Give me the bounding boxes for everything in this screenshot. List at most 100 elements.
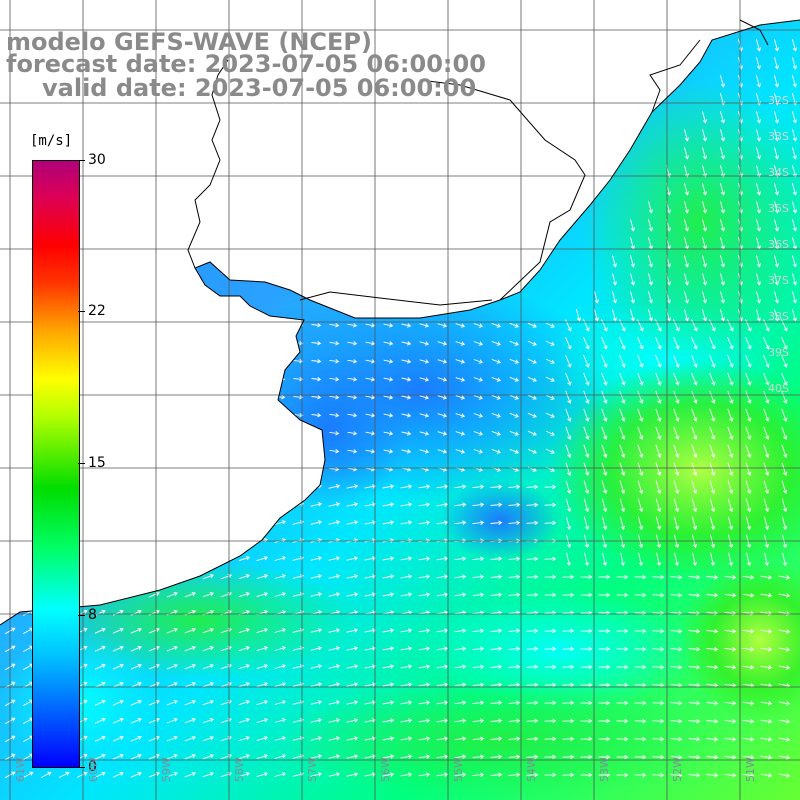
wind-arrow (598, 664, 611, 670)
colorbar-tick-label: 30 (88, 152, 106, 168)
wind-arrow (673, 390, 680, 404)
wind-arrow (755, 255, 762, 268)
wind-arrow (755, 183, 762, 196)
wind-arrow (401, 395, 412, 400)
wind-arrow (437, 359, 448, 364)
wind-arrow (781, 408, 788, 422)
wind-arrow (382, 502, 395, 507)
wind-arrow (562, 736, 575, 742)
wind-arrow (490, 682, 503, 687)
wind-arrow (40, 771, 52, 778)
wind-arrow (562, 592, 575, 598)
wind-arrow (580, 592, 593, 598)
wind-arrow (683, 291, 690, 304)
wind-arrow (400, 646, 413, 651)
wind-arrow (365, 431, 376, 436)
wind-arrow (329, 448, 340, 454)
wind-arrow (616, 718, 629, 724)
wind-arrow (791, 219, 798, 232)
wind-arrow (593, 291, 600, 304)
wind-arrow (382, 592, 395, 597)
wind-arrow (293, 394, 304, 400)
wind-arrow (455, 395, 466, 400)
wind-arrow (688, 718, 701, 724)
wind-arrow (526, 700, 539, 706)
wind-arrow (778, 701, 791, 706)
wind-arrow (347, 341, 358, 346)
wind-arrow (418, 520, 431, 525)
wind-arrow (778, 755, 791, 760)
wind-arrow (454, 502, 467, 507)
wind-arrow (419, 431, 430, 436)
wind-arrow (778, 575, 791, 580)
wind-arrow (656, 552, 662, 567)
wind-arrow (634, 700, 647, 706)
wind-arrow (508, 736, 521, 742)
wind-arrow (256, 754, 269, 760)
wind-arrow (601, 390, 608, 404)
wind-arrow (544, 592, 557, 598)
wind-arrow (202, 717, 215, 724)
wind-arrow (508, 628, 521, 634)
wind-arrow (112, 753, 124, 760)
wind-arrow (619, 516, 626, 531)
wind-arrow (745, 480, 752, 495)
wind-arrow (256, 664, 269, 670)
wind-arrow (655, 426, 662, 440)
wind-arrow (580, 754, 593, 760)
wind-arrow (112, 681, 124, 688)
wind-arrow (619, 390, 626, 404)
wind-arrow (655, 480, 662, 495)
wind-arrow (778, 629, 791, 634)
wind-arrow (454, 736, 467, 741)
wind-arrow (184, 717, 197, 724)
wind-arrow (760, 593, 773, 598)
wind-arrow (347, 413, 358, 418)
wind-arrow (455, 431, 466, 436)
wind-arrow (706, 575, 719, 580)
wind-arrow (256, 646, 269, 652)
wind-arrow (490, 520, 503, 525)
wind-arrow (256, 556, 269, 562)
wind-arrow (491, 340, 501, 346)
wind-arrow (616, 574, 629, 580)
wind-arrow (184, 753, 197, 760)
wind-arrow (742, 575, 755, 580)
wind-arrow (719, 219, 726, 232)
wind-arrow (583, 462, 590, 477)
wind-arrow (328, 700, 341, 705)
wind-arrow (382, 484, 395, 489)
wind-arrow (274, 574, 287, 579)
wind-arrow (791, 165, 798, 178)
wind-arrow (148, 753, 160, 760)
wind-arrow (382, 718, 395, 723)
longitude-label: 53W (598, 757, 611, 782)
wind-arrow (112, 699, 124, 706)
wind-arrow (436, 664, 449, 669)
wind-arrow (544, 700, 557, 706)
wind-arrow (780, 318, 788, 332)
wind-arrow (382, 754, 395, 759)
wind-arrow (455, 323, 466, 328)
latitude-label: 40S (768, 382, 789, 395)
wind-arrow (691, 354, 698, 368)
wind-arrow (773, 309, 780, 322)
wind-arrow (562, 700, 575, 706)
wind-arrow (598, 592, 611, 598)
wind-arrow (760, 647, 773, 652)
wind-arrow (419, 449, 430, 454)
wind-arrow (526, 664, 539, 670)
wind-arrow (778, 647, 791, 652)
wind-arrow (382, 700, 395, 705)
wind-arrow (674, 552, 680, 567)
colorbar-tick-mark (78, 767, 85, 768)
wind-arrow (781, 426, 788, 440)
wind-arrow (706, 665, 719, 670)
wind-arrow (472, 628, 485, 633)
wind-arrow (781, 462, 788, 477)
wind-arrow (526, 646, 539, 652)
wind-arrow (491, 394, 501, 400)
wind-arrow (706, 737, 719, 742)
wind-arrow (436, 502, 449, 507)
